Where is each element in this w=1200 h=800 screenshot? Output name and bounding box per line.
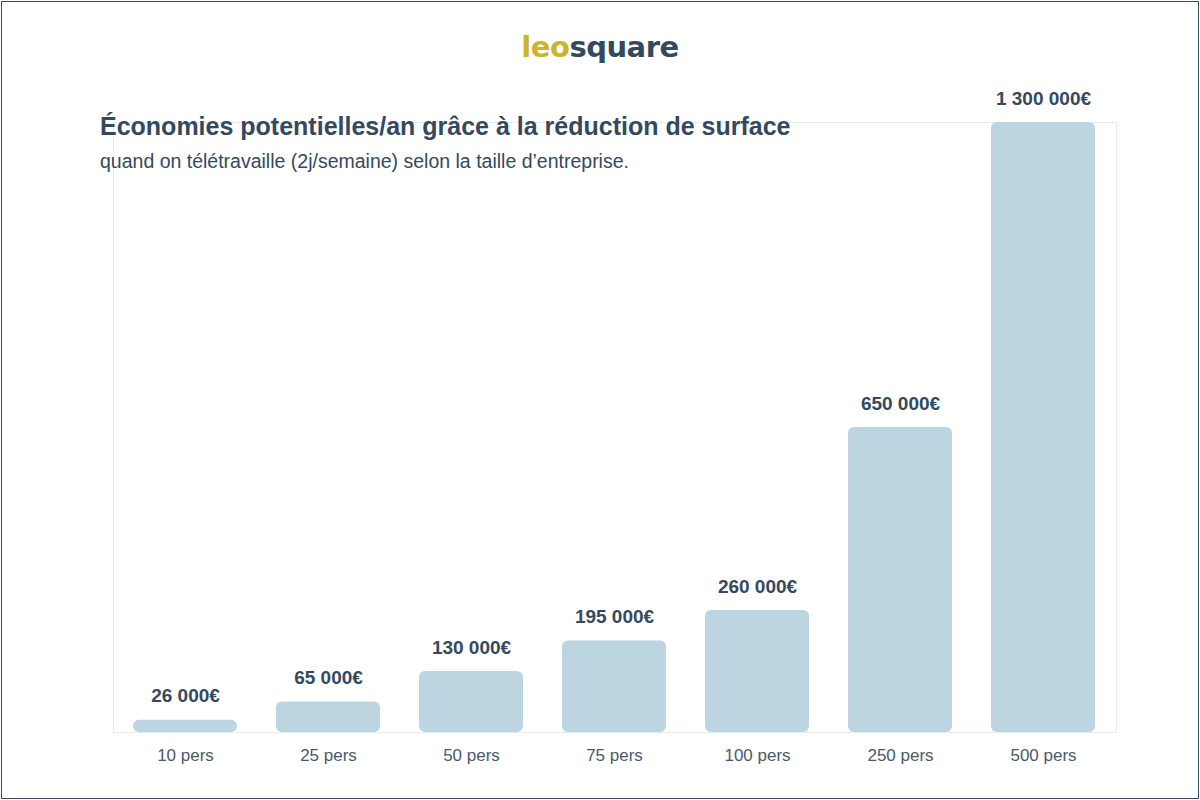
svg-text:26 000€: 26 000€	[151, 685, 220, 706]
svg-text:650 000€: 650 000€	[861, 393, 941, 414]
svg-text:25 pers: 25 pers	[300, 746, 357, 765]
svg-text:10 pers: 10 pers	[157, 746, 214, 765]
svg-text:260 000€: 260 000€	[718, 576, 798, 597]
svg-text:50 pers: 50 pers	[443, 746, 500, 765]
svg-text:75 pers: 75 pers	[586, 746, 643, 765]
svg-text:100 pers: 100 pers	[724, 746, 790, 765]
svg-text:250 pers: 250 pers	[867, 746, 933, 765]
svg-text:195 000€: 195 000€	[575, 606, 655, 627]
html-text:quand on télétravaille (2j/sem: quand on télétravaille (2j/semaine) selo…	[100, 150, 629, 172]
html-text:leo square: leo square	[521, 30, 679, 64]
svg-text:130 000€: 130 000€	[432, 637, 512, 658]
html-text:Économies potentielles/an grâc: Économies potentielles/an grâce à la réd…	[100, 112, 791, 140]
svg-text:1 300 000€: 1 300 000€	[996, 88, 1092, 109]
svg-text:500 pers: 500 pers	[1010, 746, 1076, 765]
svg-text:65 000€: 65 000€	[294, 667, 363, 688]
